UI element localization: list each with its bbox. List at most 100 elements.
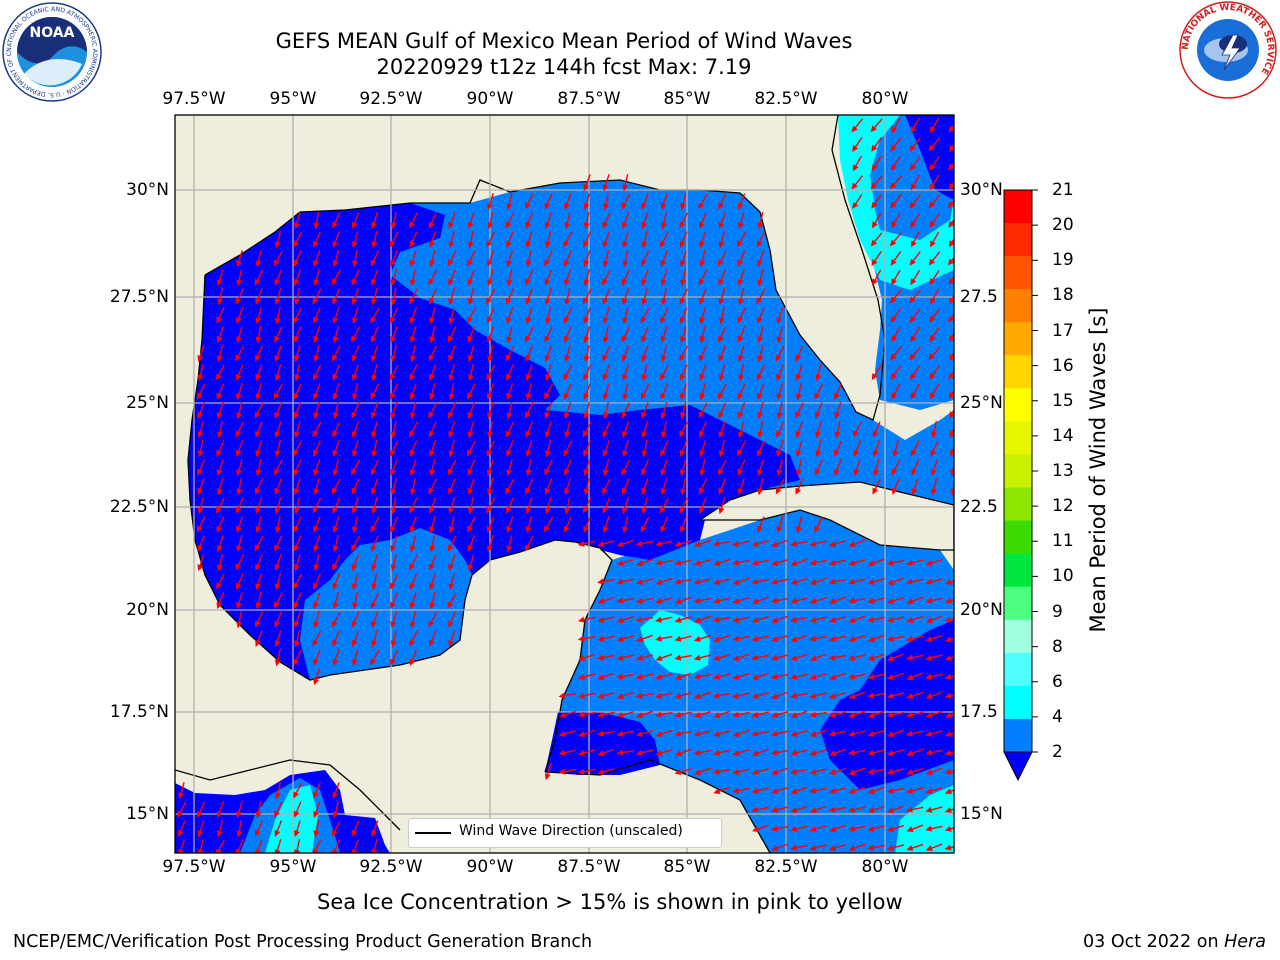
wind-wave-arrow-head xyxy=(944,673,952,680)
wind-wave-arrow-head xyxy=(293,392,300,400)
wind-wave-arrow-head xyxy=(944,655,952,661)
wind-wave-arrow-head xyxy=(947,258,954,266)
wind-wave-arrow-head xyxy=(524,335,531,343)
wind-wave-arrow-head xyxy=(814,411,821,419)
wind-wave-arrow-head xyxy=(809,598,817,604)
wind-wave-arrow-head xyxy=(674,616,682,623)
wind-wave-arrow-head xyxy=(409,602,416,610)
wind-wave-arrow-head xyxy=(293,240,299,248)
wind-wave-arrow-head xyxy=(737,449,743,457)
wind-wave-arrow-head xyxy=(274,526,281,534)
wind-wave-arrow-head xyxy=(906,769,914,775)
wind-wave-arrow-head xyxy=(370,335,377,343)
wind-wave-arrow-head xyxy=(467,298,474,306)
wind-wave-arrow-head xyxy=(829,693,837,699)
wind-wave-arrow-head xyxy=(216,810,223,819)
wind-wave-arrow-head xyxy=(448,354,454,362)
colorbar-cell xyxy=(1004,322,1032,356)
wind-wave-arrow-head xyxy=(770,806,778,813)
nws-logo: NATIONAL WEATHER SERVICE xyxy=(1179,1,1277,99)
wind-wave-arrow-head xyxy=(867,749,875,756)
wind-wave-arrow-head xyxy=(255,430,261,438)
wind-wave-arrow-head xyxy=(694,769,702,775)
wind-wave-arrow-head xyxy=(196,525,203,533)
wind-wave-arrow-head xyxy=(545,317,552,325)
wind-wave-arrow-head xyxy=(254,620,261,628)
wind-wave-arrow-head xyxy=(428,583,435,591)
wind-wave-arrow-head xyxy=(428,411,435,419)
wind-wave-arrow-head xyxy=(886,559,894,566)
colorbar-tick-label: 2 xyxy=(1052,742,1063,762)
wind-wave-arrow-head xyxy=(255,848,261,853)
wind-wave-arrow-head xyxy=(216,316,223,324)
wind-wave-arrow-head xyxy=(930,488,937,496)
wind-wave-arrow-head xyxy=(293,830,300,838)
wind-wave-arrow-head xyxy=(776,373,782,381)
colorbar-tick-label: 13 xyxy=(1052,461,1074,481)
wind-wave-arrow-head xyxy=(506,545,513,553)
wind-wave-arrow-head xyxy=(525,260,532,268)
wind-wave-arrow-head xyxy=(597,768,605,775)
wind-wave-arrow-head xyxy=(312,449,319,457)
wind-wave-arrow-head xyxy=(659,506,666,514)
wind-wave-arrow-head xyxy=(718,317,725,325)
wind-wave-arrow-head xyxy=(674,559,682,566)
wind-wave-arrow-head xyxy=(622,184,629,192)
wind-wave-arrow-head xyxy=(274,659,281,667)
wind-wave-arrow-head xyxy=(563,335,570,343)
wind-wave-arrow-head xyxy=(622,260,629,268)
map-legend: Wind Wave Direction (unscaled) xyxy=(408,818,722,848)
wind-wave-arrow-head xyxy=(872,487,879,495)
wind-wave-arrow-head xyxy=(390,335,397,344)
wind-wave-arrow-head xyxy=(621,430,628,439)
wind-wave-arrow-head xyxy=(679,373,686,381)
wind-wave-arrow-head xyxy=(216,488,223,496)
wind-wave-arrow-head xyxy=(660,355,667,363)
wind-wave-arrow-head xyxy=(641,298,648,306)
wind-wave-arrow-head xyxy=(274,468,280,476)
wind-wave-arrow-head xyxy=(467,564,474,572)
wind-wave-arrow-head xyxy=(332,811,339,819)
credit-text: NCEP/EMC/Verification Post Processing Pr… xyxy=(13,932,593,952)
wind-wave-arrow-head xyxy=(447,259,454,267)
wind-wave-arrow-head xyxy=(944,579,952,585)
wind-wave-arrow-head xyxy=(274,640,281,648)
colorbar-cell xyxy=(1004,223,1032,257)
wind-wave-arrow-head xyxy=(886,692,894,699)
wind-wave-arrow-head xyxy=(809,655,817,662)
wind-wave-arrow-head xyxy=(487,355,494,363)
wind-wave-arrow-head xyxy=(332,430,338,438)
wind-wave-arrow-head xyxy=(294,507,301,515)
wind-wave-arrow-head xyxy=(718,374,725,382)
lon-label-top: 95°W xyxy=(269,89,317,109)
wind-wave-arrow-head xyxy=(890,164,897,172)
wind-wave-arrow-head xyxy=(737,316,743,324)
wind-wave-arrow-head xyxy=(809,540,817,547)
wind-wave-arrow-head xyxy=(871,258,878,266)
wind-wave-arrow-head xyxy=(332,582,339,590)
wind-wave-arrow-head xyxy=(409,221,415,229)
wind-wave-arrow-head xyxy=(829,598,837,605)
wind-wave-arrow-head xyxy=(732,655,740,661)
wind-wave-arrow-head xyxy=(660,279,667,287)
wind-wave-arrow-head xyxy=(790,692,798,699)
wind-wave-arrow-head xyxy=(776,449,783,458)
wind-wave-arrow-head xyxy=(602,526,609,534)
wind-wave-arrow-head xyxy=(944,616,952,623)
wind-wave-arrow-head xyxy=(809,807,817,814)
wind-wave-arrow-head xyxy=(486,373,493,381)
wind-wave-arrow-head xyxy=(409,412,416,420)
wind-wave-arrow-head xyxy=(602,203,609,211)
wind-wave-arrow-head xyxy=(848,845,856,852)
wind-wave-arrow-head xyxy=(274,411,281,419)
wind-wave-arrow-head xyxy=(544,222,551,230)
wind-wave-arrow-head xyxy=(332,260,339,268)
wind-wave-arrow-head xyxy=(732,598,740,604)
wind-wave-arrow-head xyxy=(635,597,643,604)
wind-wave-arrow-head xyxy=(448,221,454,230)
wind-wave-arrow-head xyxy=(814,392,821,400)
wind-wave-arrow-head xyxy=(486,506,493,514)
caribbean-dark-patch-east xyxy=(820,620,954,790)
wind-wave-arrow-head xyxy=(635,578,643,585)
wind-wave-arrow-head xyxy=(698,487,705,495)
